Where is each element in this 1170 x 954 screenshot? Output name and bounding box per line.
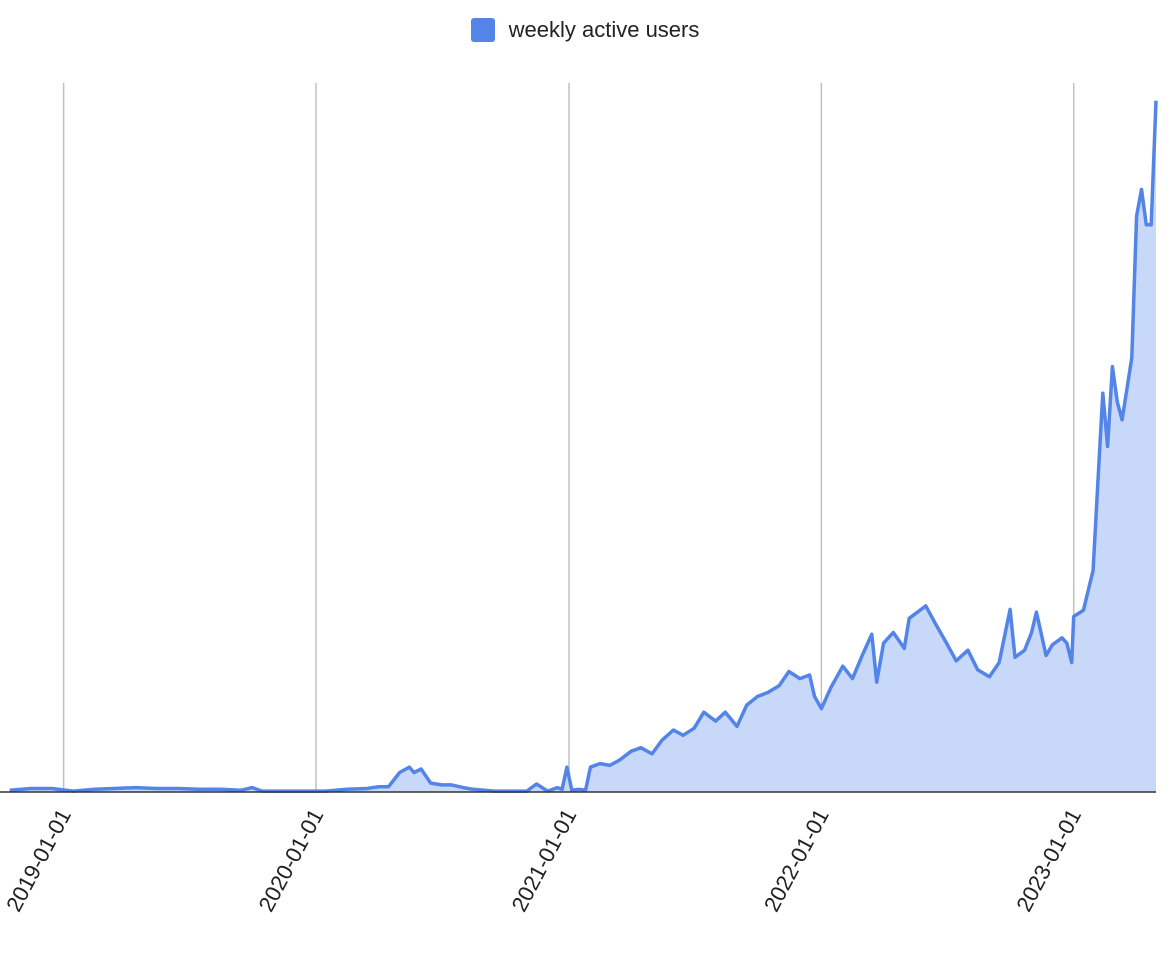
x-tick-label: 2023-01-01 <box>1011 805 1086 916</box>
x-tick-label: 2021-01-01 <box>507 805 582 916</box>
x-tick-label: 2022-01-01 <box>759 805 834 916</box>
x-tick-label: 2019-01-01 <box>1 805 76 916</box>
legend-label: weekly active users <box>508 17 700 42</box>
legend-swatch-icon <box>470 18 495 42</box>
series-line <box>9 100 1158 793</box>
series-area <box>9 100 1158 793</box>
x-tick-label: 2020-01-01 <box>253 805 328 916</box>
x-tick-labels: 2019-01-01 2020-01-01 2021-01-01 2022-01-01… <box>1 805 1086 916</box>
chart-legend: weekly active users <box>0 14 1170 46</box>
series-area-fill <box>9 100 1157 792</box>
